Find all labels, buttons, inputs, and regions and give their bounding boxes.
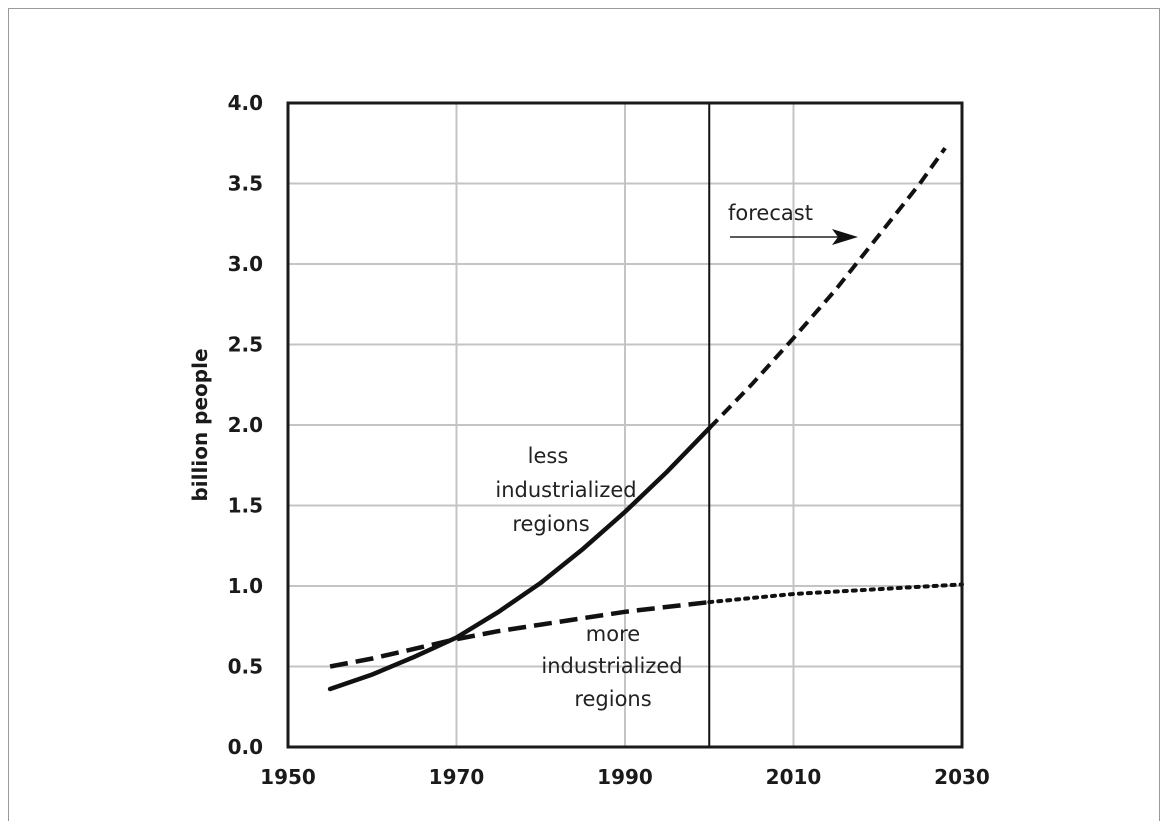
y-tick-label: 1.0 <box>228 574 263 598</box>
less-industrialized-forecast-line <box>707 146 947 430</box>
more-industrialized-forecast-line <box>707 582 964 605</box>
more-regions-label-line2: industrialized <box>541 654 682 678</box>
series-layer <box>327 146 964 692</box>
more-regions-label-line3: regions <box>574 687 651 711</box>
y-axis-label: billion people <box>188 348 212 501</box>
y-tick-label: 1.5 <box>228 494 263 518</box>
forecast-annotation: forecast <box>728 201 813 225</box>
y-tick-label: 4.0 <box>228 91 263 115</box>
y-tick-label: 2.5 <box>228 333 263 357</box>
x-tick-label: 1990 <box>597 765 653 789</box>
less-regions-label-line2: industrialized <box>495 478 636 502</box>
less-regions-label-line3: regions <box>512 512 589 536</box>
less-regions-label-line1: less <box>528 444 569 468</box>
plot-border <box>286 101 964 749</box>
y-tick-label: 2.0 <box>228 413 263 437</box>
chart-frame <box>8 8 1160 821</box>
x-tick-label: 2010 <box>766 765 822 789</box>
x-tick-label: 1950 <box>260 765 316 789</box>
grid <box>287 102 963 748</box>
y-tick-label: 0.5 <box>228 655 263 679</box>
x-tick-label: 2030 <box>934 765 990 789</box>
less-industrialized-observed-line <box>327 425 712 692</box>
y-tick-label: 3.5 <box>228 172 263 196</box>
more-regions-label-line1: more <box>586 622 640 646</box>
tick-labels: 1950 1970 1990 2010 2030 0.0 0.5 1.0 1.5 2.0 2.5 3.… <box>228 91 990 789</box>
forecast-arrow <box>730 229 858 245</box>
x-tick-label: 1970 <box>429 765 485 789</box>
y-tick-label: 0.0 <box>228 735 263 759</box>
more-industrialized-observed-line <box>329 599 710 669</box>
y-tick-label: 3.0 <box>228 252 263 276</box>
